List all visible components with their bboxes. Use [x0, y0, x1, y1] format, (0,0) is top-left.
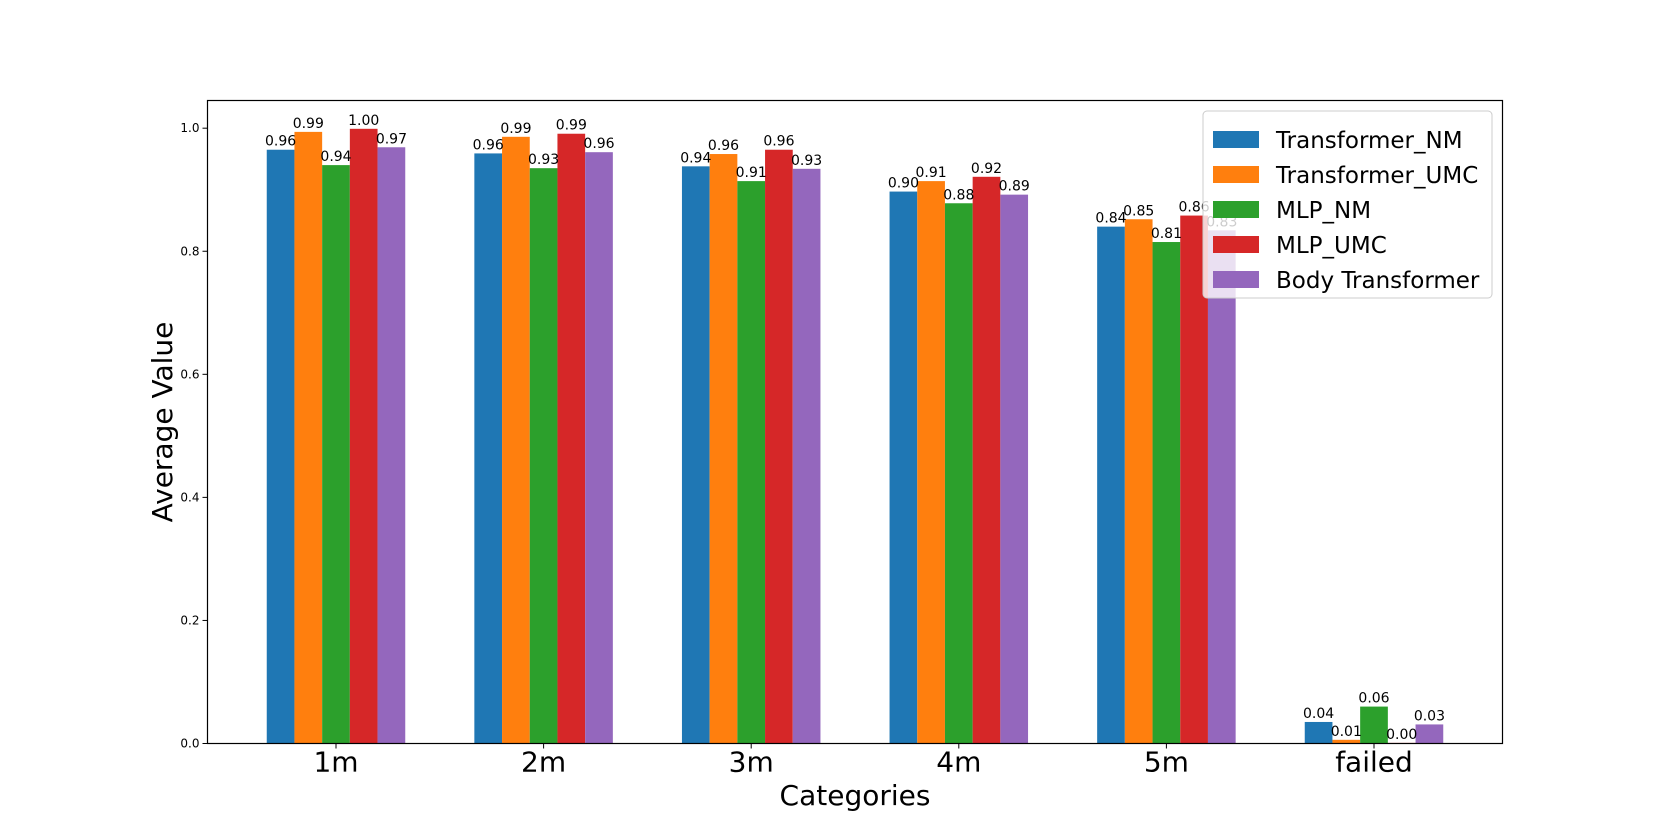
y-tick-label: 0.8: [180, 244, 199, 258]
bar-value-label: 0.96: [473, 137, 504, 153]
y-tick-label: 0.4: [180, 490, 199, 504]
bar-value-label: 0.97: [376, 131, 407, 147]
bar-transformer-umc-3m: [709, 154, 738, 744]
bar-value-label: 0.99: [500, 121, 531, 137]
legend-label: Body Transformer: [1276, 268, 1480, 294]
legend-swatch: [1213, 166, 1259, 183]
bar-value-label: 0.01: [1331, 724, 1362, 740]
bar-transformer-nm-failed: [1304, 721, 1333, 744]
bar-value-label: 1.00: [348, 113, 379, 129]
bar-value-label: 0.88: [943, 187, 974, 203]
bar-mlp-nm-1m: [322, 165, 350, 744]
bar-transformer-umc-2m: [502, 136, 530, 744]
bar-mlp-nm-3m: [737, 181, 766, 744]
x-axis-ticks: 1m 2m 3m 4m 5m failed: [313, 743, 1413, 779]
legend-label: MLP_UMC: [1276, 233, 1387, 259]
bar-mlp-nm-4m: [944, 203, 973, 744]
bar-body-transformer-3m: [792, 168, 821, 744]
bar-value-label: 0.06: [1358, 691, 1389, 707]
bar-body-transformer-4m: [1000, 194, 1029, 744]
bar-body-transformer-5m: [1207, 230, 1236, 744]
y-axis-label: Average Value: [146, 322, 179, 523]
legend-label: Transformer_NM: [1275, 128, 1463, 154]
y-tick-label: 0.2: [180, 613, 199, 627]
legend-swatch: [1213, 271, 1259, 288]
x-tick-label: 1m: [313, 746, 358, 779]
bar-mlp-umc-1m: [349, 128, 378, 744]
bar-mlp-nm-failed: [1360, 706, 1388, 744]
legend-swatch: [1213, 236, 1259, 253]
bar-transformer-nm-2m: [474, 153, 503, 744]
bar-mlp-umc-3m: [765, 149, 793, 744]
y-tick-label: 0.6: [180, 367, 199, 381]
bars-layer: [266, 128, 1444, 744]
bar-mlp-nm-2m: [529, 168, 558, 744]
bar-transformer-umc-failed: [1332, 739, 1361, 744]
bar-transformer-umc-4m: [917, 181, 945, 744]
bar-value-label: 0.96: [708, 138, 739, 154]
bar-mlp-umc-4m: [972, 176, 1001, 744]
plot-frame: [206, 99, 1504, 745]
bar-value-label: 0.96: [583, 136, 614, 152]
bar-transformer-umc-1m: [294, 131, 323, 744]
legend-box: [1202, 110, 1493, 299]
bar-body-transformer-failed: [1415, 724, 1444, 744]
bar-mlp-umc-2m: [557, 133, 586, 744]
x-axis-label: Categories: [780, 779, 931, 812]
bar-body-transformer-1m: [377, 147, 406, 744]
legend-swatch: [1213, 131, 1259, 148]
bar-mlp-umc-5m: [1180, 215, 1208, 744]
bar-value-label: 0.81: [1151, 226, 1182, 242]
bar-body-transformer-2m: [585, 152, 613, 744]
bar-value-label: 0.94: [320, 149, 351, 165]
bar-value-label: 0.91: [916, 165, 947, 181]
bar-value-label: 0.90: [888, 176, 919, 192]
bar-value-label: 0.99: [293, 116, 324, 132]
bar-transformer-nm-1m: [266, 149, 295, 744]
bar-transformer-nm-3m: [681, 166, 710, 744]
legend: Transformer_NM Transformer_UMC MLP_NM MLP_U…: [1202, 110, 1493, 299]
legend-swatch: [1213, 201, 1259, 218]
bar-value-label: 0.96: [763, 134, 794, 150]
bar-value-label: 0.84: [1095, 211, 1126, 227]
bar-transformer-nm-4m: [889, 191, 918, 744]
x-tick-label: 3m: [729, 746, 774, 779]
x-tick-label: 5m: [1144, 746, 1189, 779]
bar-value-label: 0.85: [1123, 203, 1154, 219]
y-tick-label: 0.0: [180, 737, 199, 751]
bar-value-label: 0.86: [1179, 200, 1210, 216]
x-tick-label: failed: [1335, 746, 1413, 779]
bar-mlp-nm-5m: [1152, 242, 1181, 744]
legend-label: Transformer_UMC: [1275, 163, 1478, 189]
bar-value-label: 0.99: [556, 118, 587, 134]
y-axis-ticks: 0.0 0.2 0.4 0.6 0.8 1.0: [180, 121, 208, 751]
bar-value-label: 0.00: [1386, 727, 1417, 743]
bar-transformer-nm-5m: [1097, 226, 1125, 744]
y-tick-label: 1.0: [180, 121, 199, 135]
legend-label: MLP_NM: [1276, 198, 1371, 224]
bar-value-label: 0.94: [680, 150, 711, 166]
x-tick-label: 4m: [936, 746, 981, 779]
bar-value-label: 0.93: [528, 152, 559, 168]
bar-transformer-umc-5m: [1124, 219, 1153, 744]
bar-value-label: 0.91: [736, 165, 767, 181]
bar-value-label: 0.96: [265, 134, 296, 150]
bar-value-label: 0.04: [1303, 706, 1334, 722]
bar-value-label: 0.89: [999, 179, 1030, 195]
bar-value-label: 0.92: [971, 161, 1002, 177]
bar-value-label: 0.03: [1414, 708, 1445, 724]
x-tick-label: 2m: [521, 746, 566, 779]
bar-value-label: 0.93: [791, 153, 822, 169]
